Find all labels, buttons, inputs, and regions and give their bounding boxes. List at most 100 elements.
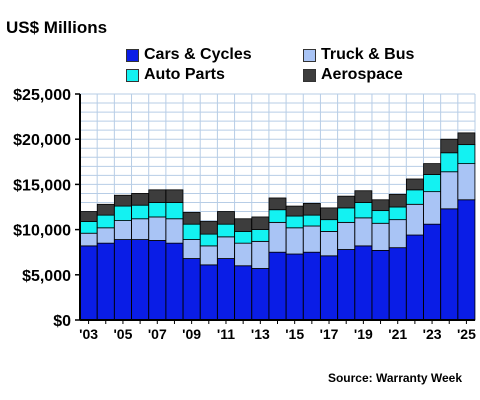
- bar-aerospace-4: [148, 189, 167, 203]
- y-tick-label: $25,000: [13, 87, 71, 104]
- bar-auto-parts-1: [96, 214, 115, 229]
- x-tick-label: '03: [79, 326, 98, 342]
- legend-swatch-aerospace: [303, 68, 316, 82]
- x-tick-label: '05: [113, 326, 132, 342]
- bar-auto-parts-2: [114, 205, 132, 221]
- bar-cars-cycles-8: [217, 258, 235, 321]
- bar-auto-parts-7: [199, 233, 218, 247]
- y-tick-label: $5,000: [22, 268, 71, 285]
- bar-auto-parts-4: [148, 202, 167, 218]
- bar-cars-cycles-17: [371, 249, 390, 321]
- bar-cars-cycles-10: [251, 268, 270, 321]
- x-tick-label: '23: [423, 326, 442, 342]
- x-tick-label: '25: [457, 326, 476, 342]
- bar-aerospace-15: [337, 195, 356, 209]
- legend-label-cars-cycles: Cars & Cycles: [144, 46, 252, 63]
- bar-truck-bus-10: [251, 240, 270, 269]
- bar-aerospace-11: [268, 197, 287, 211]
- bar-cars-cycles-19: [405, 234, 424, 321]
- bar-cars-cycles-1: [96, 242, 115, 321]
- legend-label-auto-parts: Auto Parts: [144, 66, 225, 83]
- bar-cars-cycles-4: [148, 240, 167, 321]
- bar-cars-cycles-2: [114, 239, 132, 321]
- bar-aerospace-7: [199, 221, 218, 235]
- bar-cars-cycles-14: [320, 255, 338, 321]
- bar-aerospace-1: [96, 203, 115, 216]
- bar-aerospace-3: [131, 193, 150, 206]
- bar-auto-parts-6: [182, 223, 201, 240]
- bar-cars-cycles-6: [182, 258, 201, 321]
- bar-truck-bus-5: [165, 218, 184, 244]
- source-note: Source: Warranty Week: [327, 371, 462, 385]
- bar-truck-bus-1: [96, 227, 115, 244]
- bar-aerospace-9: [234, 218, 253, 232]
- y-tick-label: $15,000: [13, 177, 71, 194]
- bar-truck-bus-4: [148, 216, 167, 241]
- bar-aerospace-18: [388, 193, 407, 208]
- bar-aerospace-16: [354, 190, 373, 203]
- bar-auto-parts-5: [165, 202, 184, 220]
- bar-truck-bus-21: [440, 171, 459, 210]
- bar-truck-bus-16: [354, 217, 373, 247]
- bar-auto-parts-0: [79, 221, 98, 234]
- bar-cars-cycles-18: [388, 247, 407, 321]
- legend-item-cars-cycles: Cars & Cycles: [126, 46, 252, 64]
- bar-aerospace-13: [302, 202, 321, 216]
- x-tick-label: '15: [285, 326, 304, 342]
- bar-cars-cycles-12: [285, 253, 304, 321]
- bar-cars-cycles-0: [79, 245, 98, 321]
- x-tick-label: '19: [354, 326, 373, 342]
- bar-aerospace-12: [285, 205, 304, 217]
- bar-aerospace-0: [79, 211, 98, 222]
- bar-aerospace-17: [371, 199, 390, 212]
- bar-auto-parts-22: [457, 144, 476, 165]
- legend-item-auto-parts: Auto Parts: [126, 66, 225, 84]
- bar-auto-parts-16: [354, 202, 373, 219]
- bar-truck-bus-15: [337, 221, 356, 250]
- bar-truck-bus-12: [285, 227, 304, 255]
- legend-item-aerospace: Aerospace: [303, 66, 403, 84]
- bar-cars-cycles-21: [440, 208, 459, 321]
- bar-cars-cycles-5: [165, 242, 184, 321]
- chart-title: US$ Millions: [6, 18, 108, 37]
- bar-truck-bus-19: [405, 203, 424, 236]
- bar-truck-bus-17: [371, 222, 390, 251]
- bar-aerospace-19: [405, 178, 424, 191]
- bar-aerospace-2: [114, 194, 132, 207]
- bar-truck-bus-22: [457, 163, 476, 201]
- bar-cars-cycles-22: [457, 199, 476, 321]
- x-tick-label: '09: [182, 326, 201, 342]
- bar-truck-bus-14: [320, 231, 338, 257]
- legend-swatch-auto-parts: [126, 68, 139, 82]
- bar-auto-parts-18: [388, 206, 407, 221]
- bar-cars-cycles-20: [423, 223, 441, 321]
- bar-cars-cycles-16: [354, 245, 373, 321]
- bar-cars-cycles-13: [302, 251, 321, 321]
- bar-auto-parts-17: [371, 210, 390, 224]
- bar-cars-cycles-7: [199, 264, 218, 321]
- bar-aerospace-22: [457, 132, 476, 146]
- legend-item-truck-bus: Truck & Bus: [303, 46, 414, 64]
- bar-truck-bus-11: [268, 221, 287, 253]
- bar-auto-parts-9: [234, 231, 253, 244]
- bar-auto-parts-20: [423, 174, 441, 193]
- bar-cars-cycles-3: [131, 239, 150, 321]
- bar-truck-bus-8: [217, 236, 235, 259]
- bar-cars-cycles-11: [268, 251, 287, 321]
- y-tick-label: $10,000: [13, 223, 71, 240]
- bar-truck-bus-6: [182, 239, 201, 259]
- bar-auto-parts-13: [302, 214, 321, 227]
- bar-auto-parts-11: [268, 209, 287, 223]
- legend-label-truck-bus: Truck & Bus: [321, 46, 415, 63]
- legend-swatch-cars-cycles: [126, 48, 139, 62]
- bar-aerospace-14: [320, 207, 338, 221]
- bar-truck-bus-18: [388, 219, 407, 249]
- x-tick-label: '07: [148, 326, 167, 342]
- y-tick-label: $0: [53, 313, 71, 330]
- bar-truck-bus-0: [79, 232, 98, 247]
- bar-aerospace-21: [440, 138, 459, 154]
- bar-cars-cycles-9: [234, 265, 253, 321]
- bar-cars-cycles-15: [337, 249, 356, 321]
- bar-truck-bus-9: [234, 242, 253, 267]
- bar-aerospace-8: [217, 211, 235, 225]
